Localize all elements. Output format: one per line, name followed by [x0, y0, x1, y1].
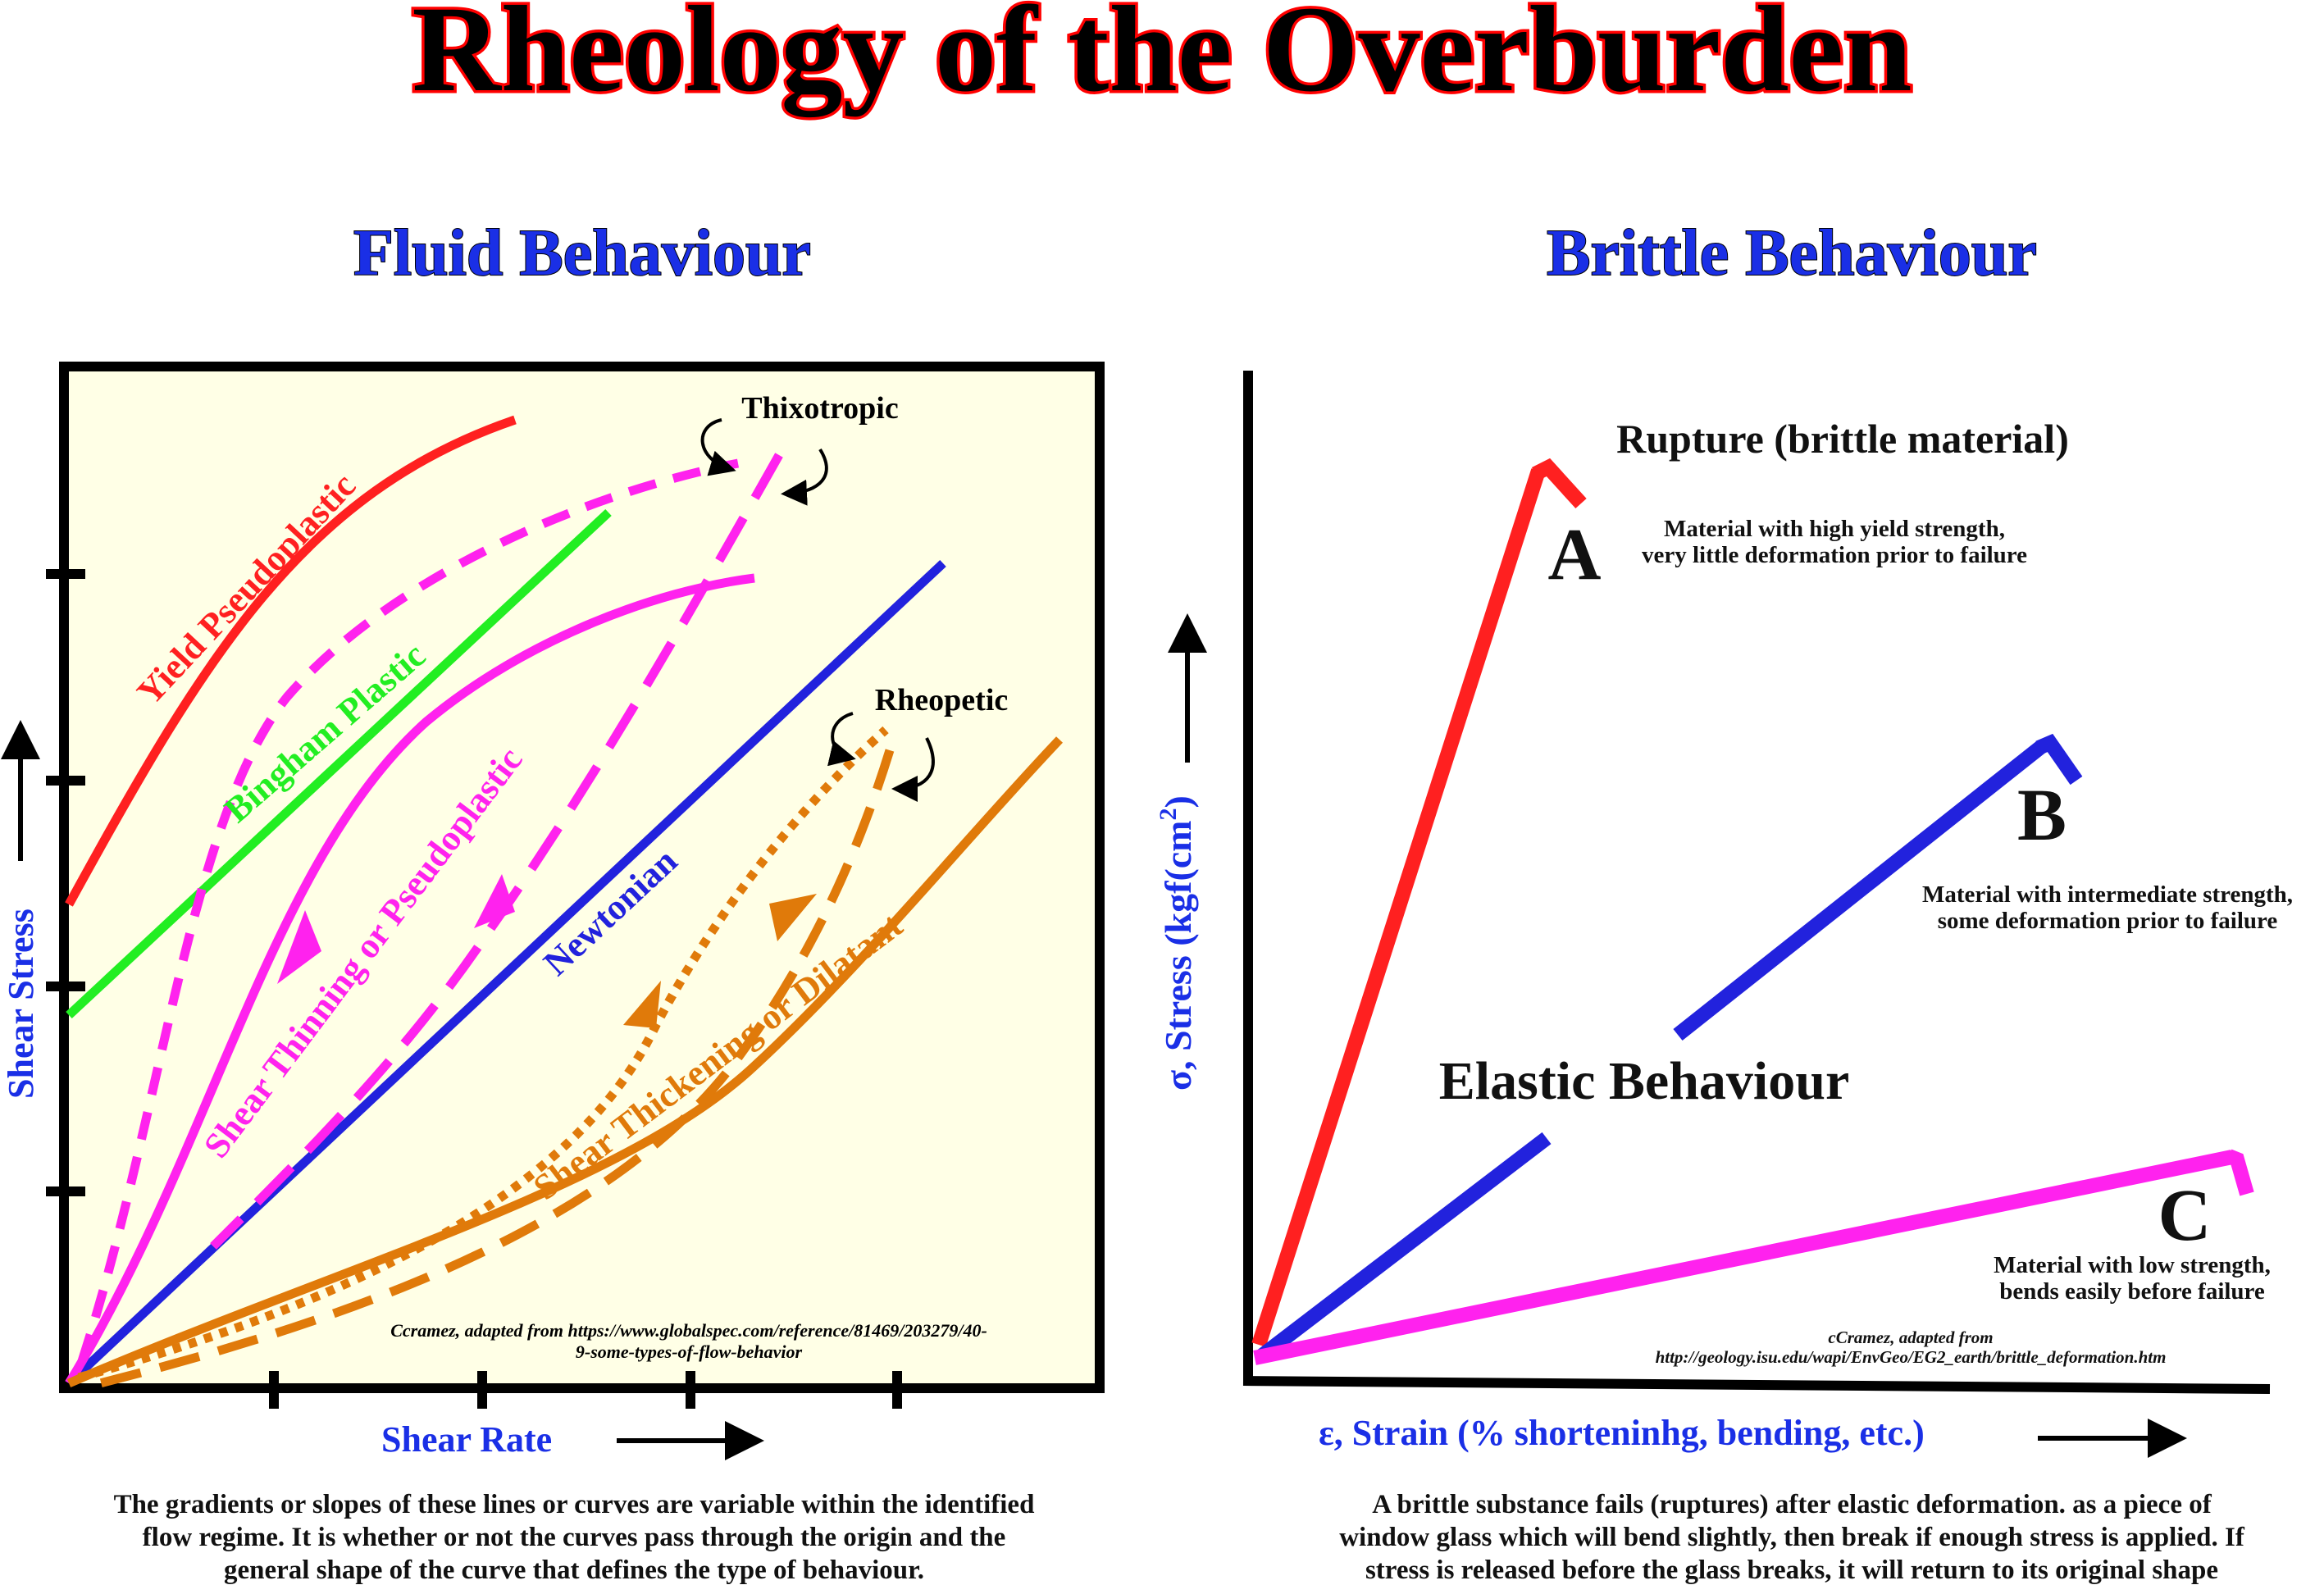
shear-thinning-curve: [65, 573, 755, 1386]
fluid-caption-line2: flow regime. It is whether or not the cu…: [143, 1523, 1006, 1552]
line-a-elastic: [1251, 468, 1546, 1347]
line-b-lower: [1256, 1132, 1552, 1363]
label-rheopetic: Rheopetic: [875, 683, 1009, 717]
line-c-elastic: [1253, 1150, 2234, 1365]
brittle-credit-line1: cCramez, adapted from: [1828, 1328, 1993, 1347]
brittle-y-axis-label: σ, Stress (kgf(cm2): [1155, 795, 1199, 1091]
brittle-caption-line2: window glass which will bend slightly, t…: [1339, 1523, 2245, 1552]
brittle-y-axis-label-text: σ, Stress (kgf(cm: [1157, 820, 1199, 1091]
rheopetic-callout-arrow-left: [827, 712, 856, 767]
material-b-line2: some deformation prior to failure: [1938, 908, 2278, 934]
fluid-x-ticks: [269, 1371, 902, 1409]
brittle-y-axis-label-close: ): [1157, 795, 1199, 808]
thixotropic-callout-arrow-right: [781, 448, 828, 506]
material-b-line1: Material with intermediate strength,: [1922, 881, 2293, 908]
brittle-heading: Brittle Behaviour: [1547, 217, 2037, 289]
material-c-line2: bends easily before failure: [1999, 1278, 2265, 1305]
thixotropic-arrow-down: [474, 874, 515, 928]
line-b-upper: [1673, 740, 2047, 1041]
yield-pseudoplastic-curve: [65, 415, 517, 907]
brittle-y-axis-label-sup: 2: [1155, 808, 1182, 820]
fluid-heading: Fluid Behaviour: [353, 217, 811, 289]
brittle-credit-line2: http://geology.isu.edu/wapi/EnvGeo/EG2_e…: [1656, 1347, 2167, 1367]
rheopetic-dashed: [89, 749, 895, 1391]
rupture-label: Rupture (brittle material): [1616, 416, 2069, 462]
material-a-letter: A: [1548, 514, 1602, 595]
elastic-label: Elastic Behaviour: [1439, 1051, 1850, 1111]
line-c-rupture: [2226, 1149, 2254, 1196]
material-c-line1: Material with low strength,: [1994, 1252, 2271, 1278]
thixotropic-arrow-up: [277, 910, 321, 984]
brittle-x-axis-label: ε, Strain (% shorteninhg, bending, etc.): [1319, 1413, 1925, 1453]
rheopetic-arrow-down: [623, 981, 661, 1028]
brittle-caption-line3: stress is released before the glass brea…: [1365, 1555, 2218, 1585]
rheopetic-arrow-up: [769, 894, 817, 941]
rheopetic-callout-arrow-right: [891, 737, 935, 802]
thixotropic-up-dashed: [77, 458, 740, 1363]
label-thixotropic: Thixotropic: [741, 391, 898, 426]
fluid-x-axis-label: Shear Rate: [381, 1419, 552, 1460]
rheopetic-dotted: [77, 726, 889, 1382]
fluid-caption-line3: general shape of the curve that defines …: [224, 1555, 924, 1585]
fluid-y-axis-label: Shear Stress: [1, 909, 41, 1099]
thixotropic-callout-arrow-left: [700, 418, 736, 476]
brittle-caption-line1: A brittle substance fails (ruptures) aft…: [1372, 1490, 2212, 1519]
brittle-x-axis: [1242, 1376, 2271, 1394]
material-a-line1: Material with high yield strength,: [1664, 516, 2005, 542]
material-b-letter: B: [2017, 775, 2067, 856]
material-a-line2: very little deformation prior to failure: [1642, 542, 2027, 568]
shear-thickening-curve: [66, 736, 1063, 1388]
fluid-caption-line1: The gradients or slopes of these lines o…: [114, 1490, 1035, 1519]
line-b-rupture: [2035, 733, 2083, 786]
page-title: Rheology of the Overburden: [412, 0, 1912, 117]
bingham-plastic-curve: [66, 508, 612, 1019]
fluid-credit-line1: Ccramez, adapted from https://www.global…: [390, 1320, 987, 1341]
fluid-y-ticks: [46, 569, 85, 1196]
line-a-rupture: [1531, 458, 1587, 509]
fluid-credit-line2: 9-some-types-of-flow-behavior: [576, 1341, 803, 1362]
material-c-letter: C: [2158, 1175, 2212, 1256]
